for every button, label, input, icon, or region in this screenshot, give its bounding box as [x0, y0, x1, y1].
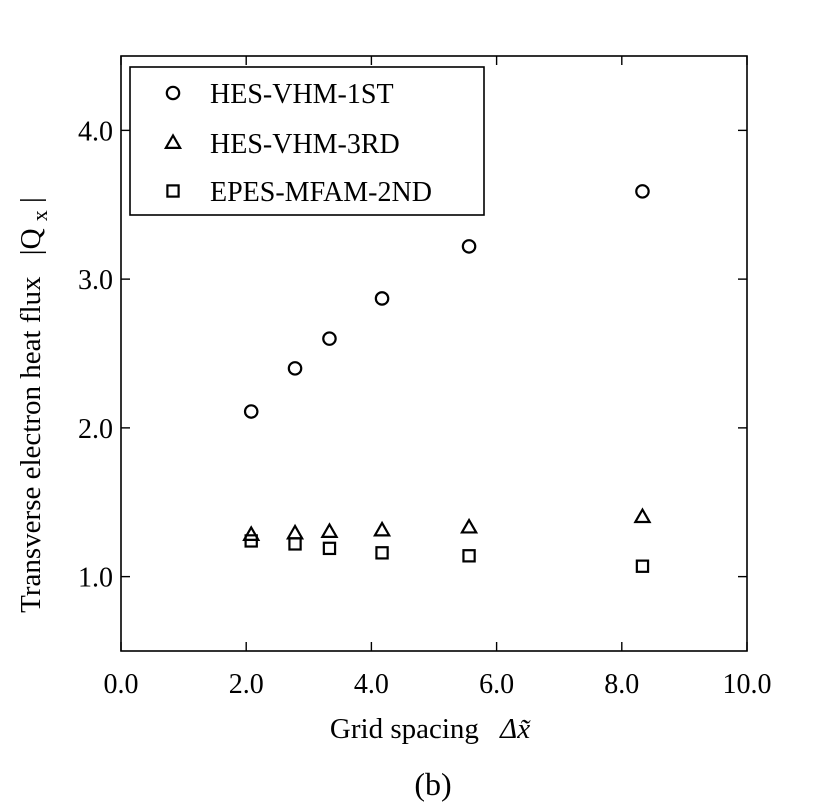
y-axis-label-subscript: x: [27, 210, 52, 221]
y-axis-label-symbol-end: |: [15, 197, 47, 203]
y-axis-label: Transverse electron heat flux |Q x |: [15, 197, 54, 613]
data-point-circle: [461, 239, 477, 254]
data-point-triangle: [373, 520, 392, 537]
x-tick-label: 2.0: [229, 669, 264, 700]
data-point-triangle: [633, 507, 652, 524]
x-tick-label: 8.0: [604, 669, 639, 700]
data-point-triangle: [460, 517, 479, 534]
legend-marker-triangle: [163, 133, 183, 149]
legend-entry-label: HES-VHM-1ST: [210, 79, 394, 110]
data-point-square: [322, 541, 337, 556]
series-circle-markers: [243, 184, 650, 419]
data-point-triangle: [320, 522, 339, 538]
y-tick-label: 1.0: [78, 563, 113, 594]
series-triangle-markers: [242, 507, 652, 541]
plot-area: [120, 55, 748, 652]
legend-marker-square: [166, 184, 180, 198]
legend-entry-label: HES-VHM-3RD: [210, 129, 400, 160]
data-point-square: [288, 537, 302, 551]
x-tick-label: 4.0: [354, 669, 389, 700]
x-axis-label-text: Grid spacing: [330, 713, 479, 745]
data-point-square: [244, 534, 258, 548]
x-tick-label: 6.0: [479, 669, 514, 700]
data-point-circle: [243, 404, 259, 419]
data-point-square: [462, 549, 476, 563]
legend-box: [129, 66, 485, 216]
data-point-square: [635, 559, 650, 573]
series-square-markers: [244, 534, 650, 573]
data-point-circle: [635, 184, 650, 199]
y-tick-label: 4.0: [78, 116, 113, 147]
data-point-circle: [374, 291, 390, 306]
x-axis-label: Grid spacing Δx̃: [330, 713, 531, 745]
data-point-square: [375, 546, 389, 560]
plot-frame: [120, 55, 748, 652]
y-tick-label: 2.0: [78, 414, 113, 445]
data-point-triangle: [242, 525, 261, 541]
legend: HES-VHM-1ST HES-VHM-3RD EPES-MFAM-2ND: [129, 66, 485, 216]
x-tick-label: 0.0: [104, 669, 139, 700]
data-point-triangle: [286, 523, 305, 540]
legend-marker-circle: [165, 85, 181, 101]
y-tick-label: 3.0: [78, 265, 113, 296]
y-axis-label-text: Transverse electron heat flux: [15, 276, 47, 613]
axis-ticks: 0.0 2.0 4.0 6.0 8.0 10.0 1.0 2.0 3.0 4.0: [78, 56, 772, 700]
x-axis-label-symbol: Δx̃: [499, 713, 531, 745]
y-axis-label-symbol: |Q: [15, 228, 47, 255]
legend-entry-label: EPES-MFAM-2ND: [210, 177, 432, 208]
x-tick-label: 10.0: [723, 669, 772, 700]
data-point-circle: [322, 331, 337, 346]
data-point-circle: [287, 361, 303, 376]
panel-label: (b): [414, 766, 451, 802]
data-markers: [242, 184, 652, 573]
